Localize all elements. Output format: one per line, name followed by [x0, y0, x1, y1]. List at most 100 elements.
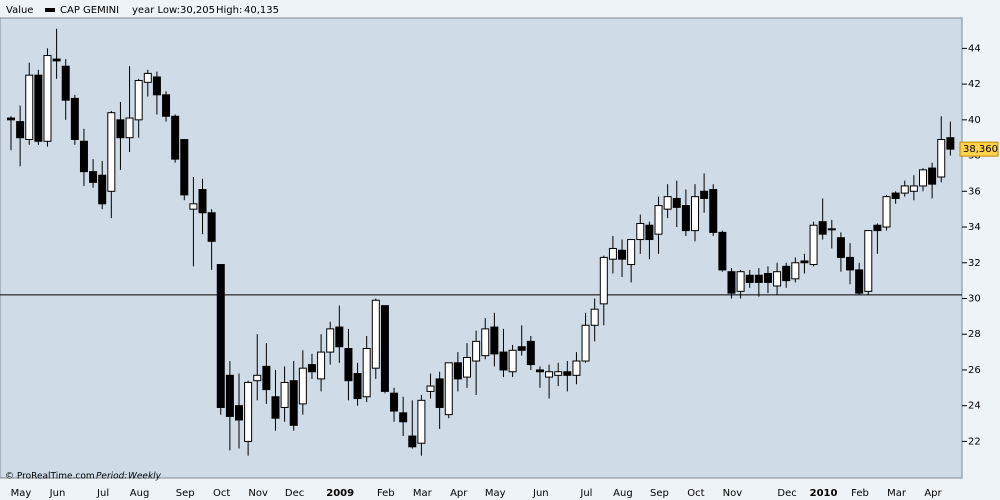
- candle-body: [627, 239, 636, 266]
- candle-body: [700, 190, 709, 199]
- candle-body: [909, 185, 918, 192]
- candle-body: [335, 326, 344, 348]
- candle-body: [855, 269, 864, 294]
- candle-body: [16, 121, 25, 139]
- candle-body: [727, 271, 736, 294]
- candle-body: [672, 197, 681, 208]
- candle-body: [581, 324, 590, 362]
- candle-body: [636, 222, 645, 241]
- candle-body: [745, 274, 754, 283]
- candle-body: [654, 205, 663, 235]
- candle-body: [317, 351, 326, 380]
- candle-body: [508, 349, 517, 373]
- candle-body: [472, 340, 481, 362]
- candle-body: [235, 405, 243, 421]
- y-tick-label: 34: [968, 222, 981, 233]
- footer-period: Weekly: [128, 472, 162, 482]
- x-tick-label: Feb: [377, 488, 395, 499]
- candle-body: [800, 260, 809, 264]
- candle-body: [599, 256, 608, 305]
- candle-body: [79, 140, 88, 173]
- x-tick-label: 2009: [326, 488, 354, 499]
- candle-body: [846, 256, 855, 271]
- candle-body: [143, 72, 152, 83]
- candle-body: [207, 212, 216, 242]
- candle-body: [809, 224, 818, 266]
- legend-swatch: [45, 8, 55, 12]
- footer-source: © ProRealTime.com: [5, 472, 95, 482]
- candle-body: [663, 196, 672, 210]
- x-tick-label: Mar: [887, 488, 907, 499]
- y-tick-label: 30: [968, 293, 981, 304]
- candle-body: [271, 396, 280, 419]
- candle-body: [517, 346, 526, 351]
- candle-body: [70, 97, 79, 140]
- candle-body: [608, 247, 617, 260]
- candle-body: [763, 272, 772, 283]
- last-price-box: [959, 141, 999, 157]
- x-tick-label: Nov: [723, 488, 743, 499]
- candle-body: [89, 171, 98, 183]
- x-tick-label: Apr: [450, 488, 468, 499]
- panel-label: Value: [6, 5, 33, 16]
- x-tick-label: Jul: [96, 488, 109, 499]
- last-price-label: 38,360: [963, 144, 998, 155]
- candle-body: [408, 435, 417, 448]
- candle-body: [554, 371, 563, 376]
- candle-body: [362, 348, 371, 398]
- candle-body: [326, 328, 335, 353]
- candle-body: [718, 231, 727, 271]
- candle-body: [390, 392, 399, 412]
- candle-body: [736, 271, 745, 292]
- x-tick-label: May: [485, 488, 506, 499]
- candle-body: [162, 94, 171, 117]
- candle-body: [180, 138, 189, 196]
- candle-body: [928, 167, 937, 185]
- candle-body: [827, 228, 836, 231]
- footer-period-label: Period:: [96, 472, 127, 482]
- y-tick-label: 26: [968, 365, 981, 376]
- candle-body: [307, 364, 316, 373]
- candle-body: [244, 381, 253, 442]
- candle-body: [864, 230, 873, 292]
- x-tick-label: Jun: [49, 488, 66, 499]
- candle-body: [836, 237, 845, 258]
- candle-body: [107, 112, 116, 192]
- x-tick-label: Oct: [687, 488, 704, 499]
- candle-body: [818, 221, 827, 235]
- x-tick-label: Nov: [248, 488, 268, 499]
- x-tick-label: Sep: [176, 488, 195, 499]
- candle-body: [61, 65, 70, 101]
- candle-body: [691, 196, 699, 232]
- candle-body: [280, 381, 289, 408]
- candle-body: [709, 189, 718, 233]
- x-tick-label: Oct: [213, 488, 230, 499]
- candle-body: [900, 185, 909, 194]
- candle-body: [134, 80, 143, 121]
- y-tick-label: 28: [968, 329, 981, 340]
- candle-body: [216, 264, 225, 408]
- candle-body: [463, 356, 471, 378]
- x-tick-label: 2010: [810, 488, 838, 499]
- candle-body: [891, 192, 900, 199]
- x-tick-label: Feb: [851, 488, 869, 499]
- candle-body: [545, 371, 554, 378]
- x-tick-label: Sep: [650, 488, 669, 499]
- y-tick-label: 40: [968, 115, 981, 126]
- candle-body: [417, 399, 426, 444]
- y-tick-label: 42: [968, 79, 981, 90]
- candle-body: [618, 249, 627, 260]
- year-low-label: year Low:: [132, 5, 180, 16]
- candle-body: [189, 203, 198, 210]
- candle-body: [426, 385, 435, 392]
- candle-body: [43, 55, 52, 142]
- candle-body: [937, 138, 946, 178]
- candle-body: [262, 365, 271, 391]
- year-high-label: High:: [216, 5, 242, 16]
- y-tick-label: 22: [968, 436, 981, 447]
- candle-body: [754, 274, 763, 283]
- x-tick-label: Mar: [413, 488, 433, 499]
- plot-area: [0, 17, 963, 479]
- x-tick-label: Jul: [579, 488, 592, 499]
